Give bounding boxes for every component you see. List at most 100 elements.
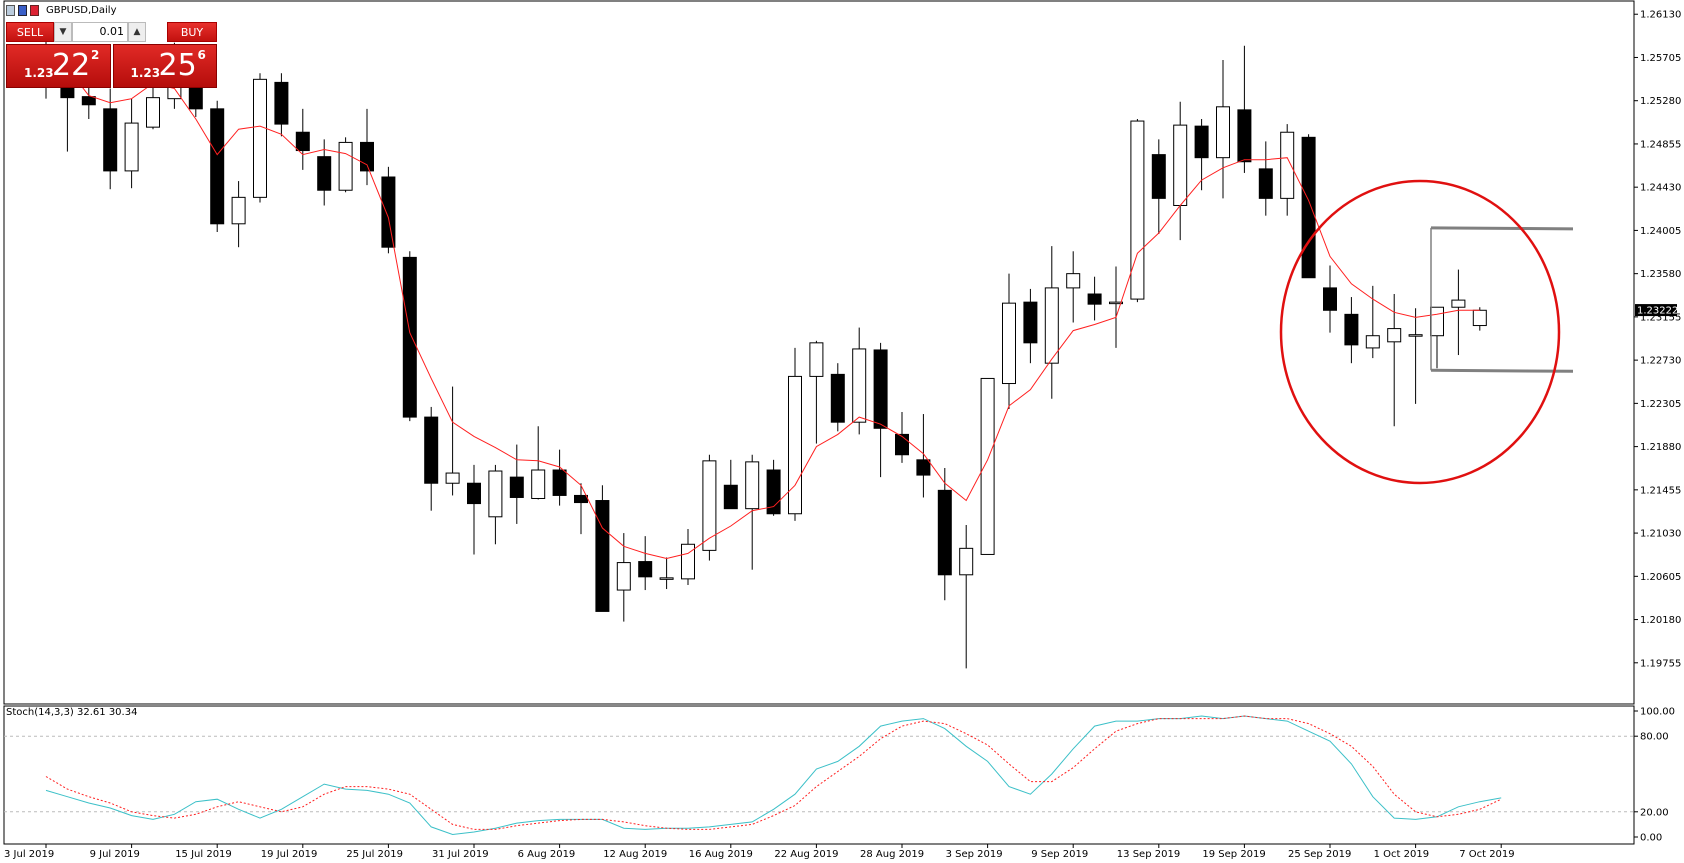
candle-body [274,81,289,125]
candle-body [1430,306,1444,337]
price-axis-label: 1.25705 [1640,53,1681,64]
candle-body [1344,313,1359,346]
candle [1109,266,1123,348]
candle [638,536,653,591]
candle [274,73,289,137]
date-axis-label: 6 Aug 2019 [518,849,576,860]
candle-body [317,156,332,191]
candle [1280,124,1295,216]
date-axis-label: 7 Oct 2019 [1459,849,1514,860]
candle-body [445,472,460,484]
price-axis-label: 1.19755 [1640,658,1681,669]
candle [253,73,267,203]
candle [1365,285,1380,359]
date-axis-label: 9 Sep 2019 [1031,849,1088,860]
candle [1066,251,1081,323]
candle-body [467,482,481,505]
price-axis-label: 1.22305 [1640,399,1681,410]
sell-price-sup: 2 [91,48,100,62]
candle-body [103,108,118,172]
candle [317,139,332,206]
candle [124,98,139,189]
candle [574,483,588,535]
chart-window-icon [6,5,15,16]
candle [1408,308,1423,404]
candle [338,137,353,193]
stochastic-axis-label: 100.00 [1640,707,1675,718]
candle-body [1130,120,1145,300]
candle-body [1323,287,1337,311]
candle-body [1387,328,1402,343]
candle-body [509,476,524,498]
candle-body [1044,287,1059,364]
candle [616,533,631,622]
date-axis-label: 13 Sep 2019 [1117,849,1180,860]
chevron-up-icon: ▲ [133,27,141,37]
one-click-trading-panel: SELL ▼ 0.01 ▲ BUY 1.23 22 2 1.23 25 6 [6,22,217,88]
candle-body [1023,301,1038,344]
candle [1130,119,1145,303]
candle-body [338,141,353,191]
candle [509,444,524,524]
candle [980,377,995,555]
date-axis-label: 1 Oct 2019 [1374,849,1429,860]
candle-body [1002,302,1016,385]
stochastic-main-line [45,715,1502,836]
price-axis-label: 1.21455 [1640,485,1681,496]
date-axis-label: 28 Aug 2019 [860,849,924,860]
sell-price-big: 22 [52,48,91,83]
candle-body [1301,136,1316,279]
stochastic-axis-label: 80.00 [1640,732,1669,743]
candle [830,363,845,432]
candle-body [1408,334,1423,337]
buy-button[interactable]: BUY [167,22,217,42]
candle [1301,134,1316,279]
current-price-tag [1635,304,1677,317]
candle [424,406,439,511]
candle [1087,276,1102,321]
candle-body [873,349,888,429]
range-top-line [1430,226,1574,231]
price-axis-label: 1.26130 [1640,10,1681,21]
candle-body [916,459,931,476]
candle [1430,306,1444,369]
price-axis-label: 1.24005 [1640,226,1681,237]
candle [467,464,481,555]
candle [1216,60,1230,199]
chart-window-title: GBPUSD,Daily [6,5,117,16]
candle [1258,141,1273,216]
candle-body [253,78,267,198]
buy-price-big: 25 [158,48,197,83]
candle [1002,273,1016,409]
candle-body [830,373,845,423]
price-axis-label: 1.20605 [1640,572,1681,583]
sell-button[interactable]: SELL [6,22,54,42]
price-axis-label: 1.21880 [1640,442,1681,453]
candle-body [295,131,310,152]
candle [1323,265,1337,333]
price-axis-label: 1.24430 [1640,183,1681,194]
candle [595,485,610,612]
lot-decrease-button[interactable]: ▼ [54,22,72,42]
candle [552,449,567,506]
candle-body [231,196,246,225]
price-axis-label: 1.22730 [1640,356,1681,367]
stochastic-panel-frame [3,705,1635,845]
date-axis-label: 19 Sep 2019 [1202,849,1265,860]
candle [681,529,695,585]
current-price-label: 1.23222 [1637,306,1678,317]
candle-body [937,489,952,576]
buy-price-sup: 6 [197,48,206,62]
buy-price-button[interactable]: 1.23 25 6 [112,44,217,88]
lot-size-input[interactable]: 0.01 [72,22,128,42]
sell-price-button[interactable]: 1.23 22 2 [6,44,111,88]
candle [445,386,460,496]
candle [659,557,674,590]
stochastic-indicator-label: Stoch(14,3,3) 32.61 30.34 [6,707,138,718]
stochastic-axis-label: 20.00 [1640,807,1669,818]
candle-body [552,469,567,496]
lot-increase-button[interactable]: ▲ [128,22,146,42]
candle-body [81,96,96,106]
candle-body [1280,131,1295,199]
